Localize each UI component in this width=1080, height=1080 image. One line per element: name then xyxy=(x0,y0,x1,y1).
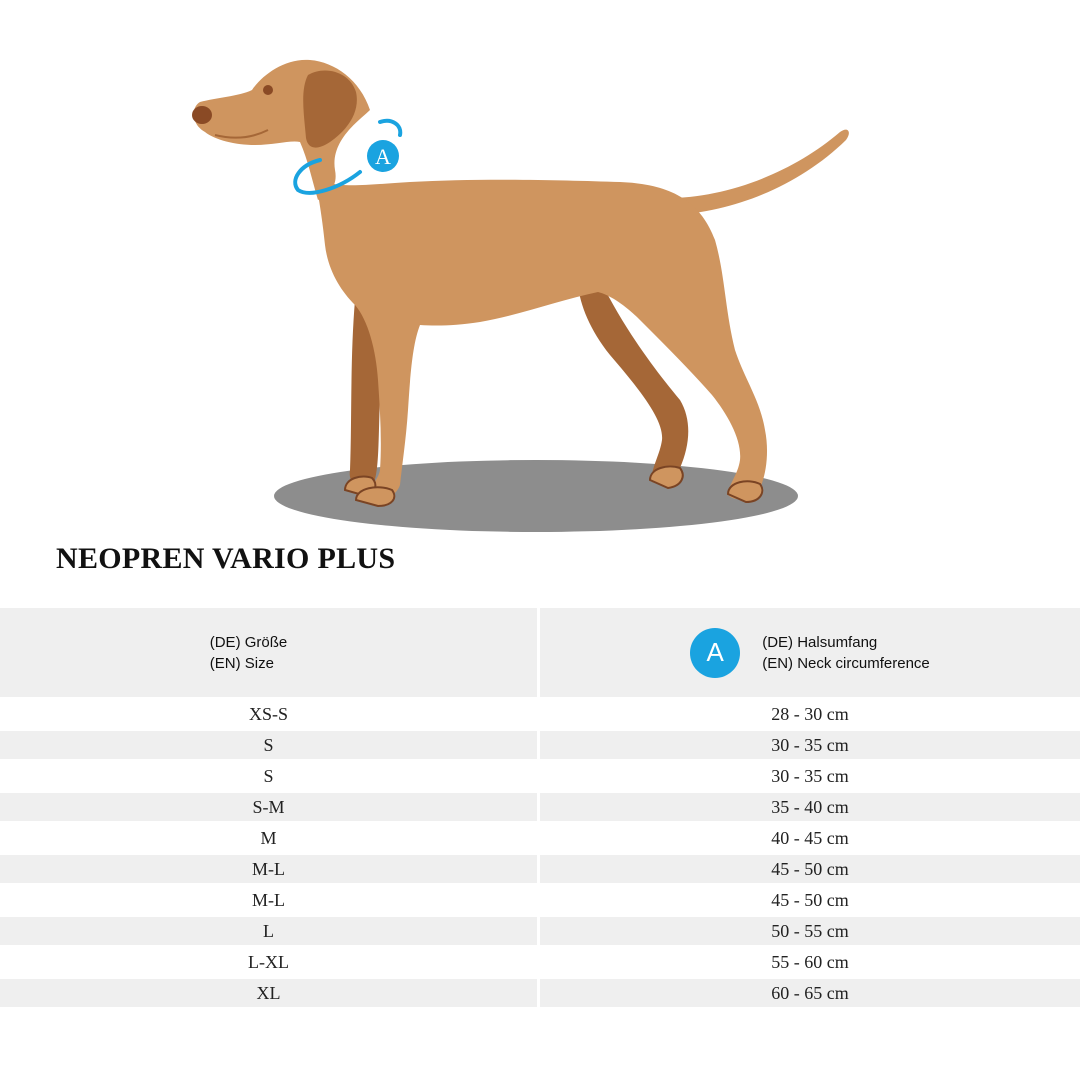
size-chart-table: (DE) Größe (EN) Size A (DE) Halsumfang (… xyxy=(0,608,1080,1007)
neck-column-header: A (DE) Halsumfang (EN) Neck circumferenc… xyxy=(538,608,1080,699)
size-cell: XL xyxy=(0,976,540,1007)
neck-header-de: (DE) Halsumfang xyxy=(762,633,878,651)
neck-marker-letter: A xyxy=(375,144,391,169)
table-row: XL 60 - 65 cm xyxy=(0,976,1080,1007)
size-cell: S xyxy=(0,759,540,792)
dog-nose xyxy=(192,106,212,124)
size-cell: M-L xyxy=(0,852,540,885)
neck-cell: 40 - 45 cm xyxy=(538,821,1080,854)
neck-cell: 60 - 65 cm xyxy=(538,976,1080,1007)
table-row: L-XL 55 - 60 cm xyxy=(0,945,1080,978)
neck-cell: 45 - 50 cm xyxy=(538,852,1080,885)
table-row: S 30 - 35 cm xyxy=(0,728,1080,761)
neck-cell: 50 - 55 cm xyxy=(538,914,1080,947)
dog-ear xyxy=(303,70,357,148)
dog-illustration: A xyxy=(192,59,849,532)
size-cell: M xyxy=(0,821,540,854)
dog-eye xyxy=(263,85,273,95)
dog-body xyxy=(315,175,768,502)
size-header-de: (DE) Größe xyxy=(209,633,288,651)
neck-cell: 35 - 40 cm xyxy=(538,790,1080,823)
product-title: NEOPREN VARIO PLUS xyxy=(56,542,396,575)
size-cell: S-M xyxy=(0,790,540,823)
size-column-header: (DE) Größe (EN) Size xyxy=(0,608,540,699)
size-cell: M-L xyxy=(0,883,540,916)
measurement-a-badge: A xyxy=(690,627,741,678)
size-cell: XS-S xyxy=(0,697,540,730)
size-cell: L-XL xyxy=(0,945,540,978)
neck-measurement-marker xyxy=(293,118,403,195)
table-row: XS-S 28 - 30 cm xyxy=(0,697,1080,730)
table-row: S 30 - 35 cm xyxy=(0,759,1080,792)
table-row: M-L 45 - 50 cm xyxy=(0,883,1080,916)
table-row: L 50 - 55 cm xyxy=(0,914,1080,947)
neck-cell: 45 - 50 cm xyxy=(538,883,1080,916)
dog-paws xyxy=(343,465,764,508)
size-cell: S xyxy=(0,728,540,761)
neck-marker-badge xyxy=(367,140,399,172)
neck-cell: 28 - 30 cm xyxy=(538,697,1080,730)
table-row: M-L 45 - 50 cm xyxy=(0,852,1080,885)
neck-cell: 55 - 60 cm xyxy=(538,945,1080,978)
table-row: S-M 35 - 40 cm xyxy=(0,790,1080,823)
table-row: M 40 - 45 cm xyxy=(0,821,1080,854)
neck-cell: 30 - 35 cm xyxy=(538,759,1080,792)
dog-mouth xyxy=(214,129,269,139)
size-cell: L xyxy=(0,914,540,947)
size-header-en: (EN) Size xyxy=(209,654,274,672)
neck-cell: 30 - 35 cm xyxy=(538,728,1080,761)
neck-header-en: (EN) Neck circumference xyxy=(762,654,930,672)
table-header-row: (DE) Größe (EN) Size A (DE) Halsumfang (… xyxy=(0,608,1080,699)
